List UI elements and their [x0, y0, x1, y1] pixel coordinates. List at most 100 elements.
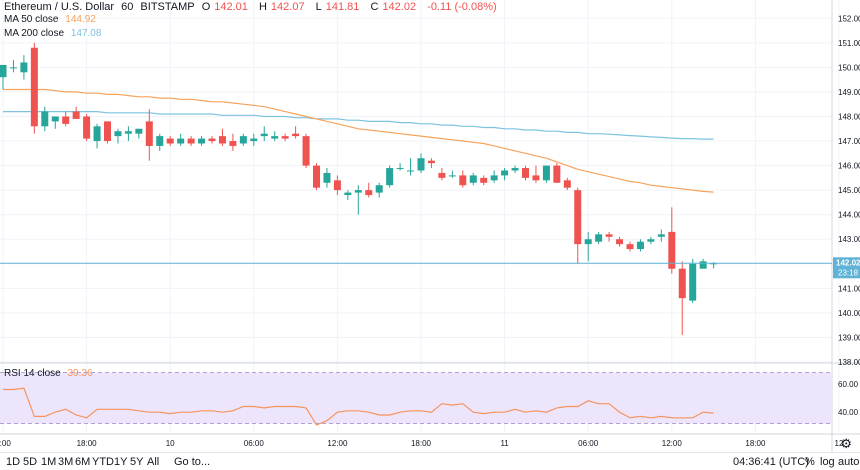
ma50-legend[interactable]: MA 50 close 144.92 — [4, 14, 100, 25]
rsi-line — [3, 387, 714, 426]
candle — [375, 182, 383, 198]
range-5d[interactable]: 5D — [23, 456, 38, 468]
log-toggle[interactable]: log — [820, 456, 835, 468]
time-tick-label: 18:00 — [745, 439, 766, 448]
candle — [532, 165, 540, 183]
candle — [668, 207, 676, 274]
range-ytd[interactable]: YTD — [92, 456, 114, 468]
interval-label[interactable]: 60 — [121, 1, 134, 13]
candle — [678, 261, 686, 335]
candle — [20, 55, 28, 80]
candle — [480, 175, 488, 186]
candle — [657, 229, 665, 242]
candle — [595, 231, 603, 245]
time-tick-label: 18:00 — [411, 439, 432, 448]
candle-body — [239, 136, 247, 144]
candle — [553, 163, 561, 183]
candle — [218, 128, 226, 146]
price-tick-label: 140.00 — [838, 309, 860, 318]
percent-toggle[interactable]: % — [805, 456, 815, 468]
candle-body — [438, 172, 446, 178]
candle-body — [553, 165, 561, 183]
time-tick-label: 12 — [835, 439, 844, 448]
candle-body — [166, 138, 174, 144]
candle — [281, 133, 289, 142]
candle-body — [365, 190, 373, 196]
range-all[interactable]: All — [147, 456, 160, 468]
candle-body — [124, 131, 132, 134]
candle-body — [386, 168, 394, 186]
ma200-legend[interactable]: MA 200 close 147.08 — [4, 28, 105, 39]
candle-body — [72, 111, 80, 119]
candle — [51, 116, 59, 129]
price-tick-label: 150.00 — [838, 63, 860, 72]
candle-body — [0, 64, 7, 78]
candle — [354, 185, 362, 215]
utc-clock[interactable]: 04:36:41 (UTC) — [733, 456, 809, 468]
candle — [260, 126, 268, 142]
rsi-band — [0, 372, 832, 424]
candle — [689, 258, 697, 304]
time-tick-label: 06:00 — [244, 439, 265, 448]
range-1y[interactable]: 1Y — [114, 456, 128, 468]
range-6m[interactable]: 6M — [75, 456, 91, 468]
candle — [459, 170, 467, 188]
candle — [490, 170, 498, 183]
candle-body — [636, 241, 644, 250]
candle — [93, 123, 101, 149]
candle — [605, 231, 613, 242]
symbol-title[interactable]: Ethereum / U.S. Dollar — [4, 1, 115, 13]
candle-body — [156, 136, 164, 146]
candle-body — [198, 138, 206, 144]
candle-body — [459, 175, 467, 186]
range-1d[interactable]: 1D — [6, 456, 21, 468]
auto-toggle[interactable]: auto — [838, 456, 860, 468]
candle — [9, 60, 17, 73]
candle-body — [344, 192, 352, 196]
candle — [522, 165, 529, 181]
ma200-path — [3, 110, 714, 140]
range-1m[interactable]: 1M — [41, 456, 57, 468]
candle — [584, 231, 592, 262]
candle-body — [605, 234, 613, 237]
candle — [636, 239, 644, 252]
ohlc-o: O 142.01 — [201, 1, 248, 13]
rsi-tick-label: 60.00 — [838, 380, 859, 389]
symbol-legend: Ethereum / U.S. Dollar 60 BITSTAMP O 142.… — [4, 1, 501, 13]
ma50-value: 144.92 — [65, 14, 96, 25]
candle-body — [407, 170, 415, 172]
candle-body — [208, 138, 216, 142]
candle-body — [250, 138, 258, 142]
settings-gear-icon[interactable]: ⚙ — [840, 436, 852, 451]
range-5y[interactable]: 5Y — [130, 456, 144, 468]
candle-body — [30, 47, 38, 127]
ohlc-l: L 141.81 — [315, 1, 360, 13]
goto-button[interactable]: Go to... — [174, 456, 211, 468]
candle — [114, 128, 122, 144]
candle-body — [396, 168, 404, 170]
candle-body — [281, 136, 289, 139]
time-tick-label: 2:00 — [0, 439, 11, 448]
candle-body — [187, 138, 195, 144]
candle — [626, 241, 634, 252]
candle — [333, 175, 341, 196]
last-price-label: 142.02 — [836, 258, 860, 267]
candle-body — [104, 121, 111, 142]
candle-body — [20, 62, 28, 73]
candle — [699, 258, 707, 269]
range-3m[interactable]: 3M — [58, 456, 74, 468]
candle — [344, 190, 352, 200]
candle-body — [626, 244, 634, 250]
candle — [124, 126, 132, 142]
rsi-legend[interactable]: RSI 14 close 39.36 — [4, 368, 97, 379]
candle-body — [522, 168, 529, 178]
candle-body — [145, 121, 153, 146]
ohlc-change: -0.11 (-0.08%) — [427, 1, 497, 13]
candle — [407, 158, 415, 176]
time-tick-label: 10 — [166, 439, 175, 448]
candle — [187, 136, 195, 146]
candle-body — [93, 126, 101, 142]
time-tick-label: 12:00 — [662, 439, 683, 448]
price-tick-label: 145.00 — [838, 186, 860, 195]
